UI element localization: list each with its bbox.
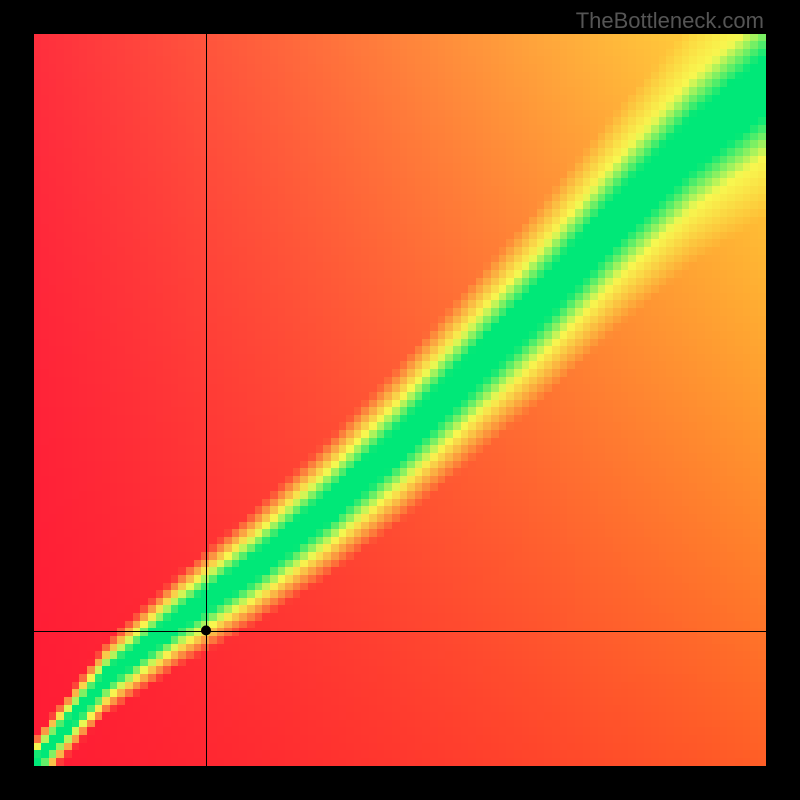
watermark-text: TheBottleneck.com: [576, 8, 764, 34]
chart-container: TheBottleneck.com: [0, 0, 800, 800]
bottleneck-heatmap: [34, 34, 766, 766]
